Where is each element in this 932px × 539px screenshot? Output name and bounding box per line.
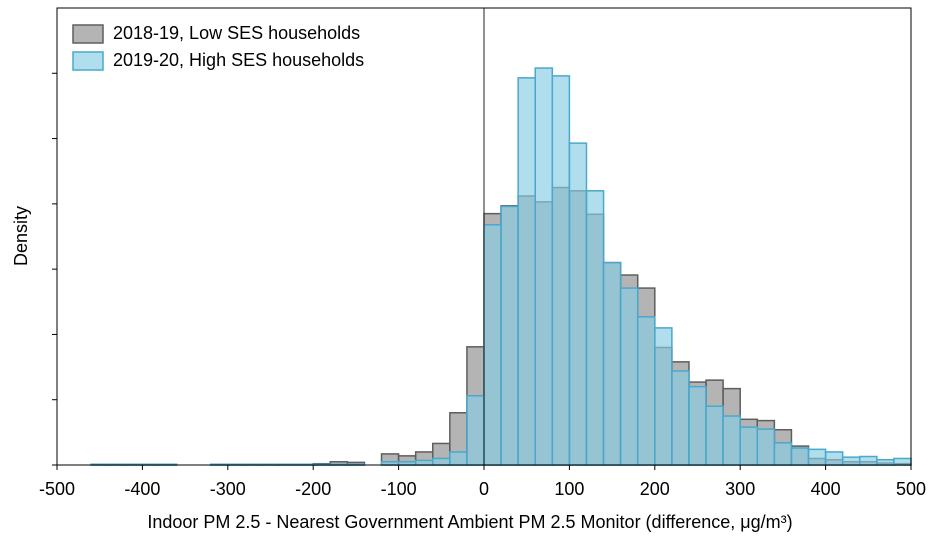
x-tick-label: 400 xyxy=(811,479,841,499)
legend-swatch xyxy=(72,24,104,44)
histogram-bar xyxy=(773,442,793,466)
histogram-bar xyxy=(619,287,639,466)
histogram-bar xyxy=(517,77,536,466)
histogram-bar xyxy=(859,455,878,466)
histogram-bar xyxy=(705,405,724,466)
histogram-bar xyxy=(688,385,707,466)
x-tick-label: -500 xyxy=(39,479,75,499)
x-tick-label: 300 xyxy=(725,479,755,499)
histogram-bar xyxy=(500,205,519,466)
histogram-bar xyxy=(636,316,656,466)
histogram-bar xyxy=(893,457,912,466)
histogram-bar xyxy=(739,426,759,466)
x-tick-label: -200 xyxy=(295,479,331,499)
histogram-bar xyxy=(671,370,690,466)
histogram-bar xyxy=(414,459,434,466)
histogram-bar xyxy=(824,451,844,466)
x-tick-label: -300 xyxy=(210,479,246,499)
x-tick-label: 200 xyxy=(640,479,670,499)
x-tick-label: 100 xyxy=(554,479,584,499)
y-axis-label: Density xyxy=(11,206,31,266)
legend-label: 2018-19, Low SES households xyxy=(113,23,360,43)
histogram-bar xyxy=(654,327,673,466)
histogram-bar xyxy=(585,190,605,466)
x-axis-label: Indoor PM 2.5 - Nearest Government Ambie… xyxy=(147,512,792,532)
histogram-bar xyxy=(432,457,451,466)
histogram-bar xyxy=(790,447,810,466)
histogram-bar xyxy=(551,75,571,466)
histogram-bar xyxy=(483,223,502,466)
histogram-bar xyxy=(568,142,588,466)
x-tick-label: -400 xyxy=(124,479,160,499)
histogram-bar xyxy=(466,395,485,466)
legend-swatch xyxy=(72,51,104,71)
histogram-bar xyxy=(876,459,895,466)
histogram-bar xyxy=(841,456,861,466)
histogram-bar xyxy=(722,415,741,466)
histogram-bar xyxy=(756,428,776,466)
histogram-bar xyxy=(534,67,554,466)
histogram-bar xyxy=(807,448,827,466)
legend-label: 2019-20, High SES households xyxy=(113,50,364,70)
x-tick-label: 0 xyxy=(479,479,489,499)
histogram-bar xyxy=(602,261,622,466)
x-tick-label: 500 xyxy=(896,479,926,499)
histogram-bar xyxy=(449,451,468,466)
x-tick-label: -100 xyxy=(381,479,417,499)
